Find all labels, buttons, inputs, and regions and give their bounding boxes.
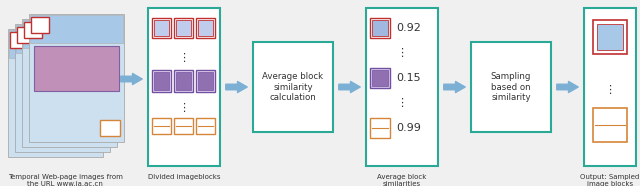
Bar [196, 70, 215, 92]
Bar [174, 18, 193, 38]
Bar [9, 30, 102, 58]
Text: Average block
similarities: Average block similarities [378, 174, 427, 186]
FancyArrowPatch shape [444, 81, 465, 93]
Bar [100, 120, 120, 136]
Text: ⋮: ⋮ [179, 53, 189, 63]
Bar [597, 24, 623, 50]
Bar [17, 27, 35, 43]
Text: Average block
similarity
calculation: Average block similarity calculation [262, 72, 324, 102]
Bar [471, 42, 551, 132]
Bar [370, 118, 390, 138]
Text: Temporal Web-page images from
the URL www.ia.ac.cn: Temporal Web-page images from the URL ww… [8, 174, 122, 186]
Bar [593, 20, 627, 54]
Bar [148, 8, 220, 166]
Bar [253, 42, 333, 132]
FancyArrowPatch shape [121, 73, 142, 85]
Bar [196, 18, 215, 38]
Bar [198, 20, 212, 36]
Bar [593, 108, 627, 142]
Bar [174, 70, 193, 92]
Bar [154, 20, 169, 36]
Bar [31, 17, 49, 33]
Bar [24, 22, 42, 38]
Bar [372, 20, 388, 36]
Text: ⋮: ⋮ [604, 85, 616, 95]
Text: 0.99: 0.99 [396, 123, 421, 133]
Text: Sampling
based on
similarity: Sampling based on similarity [491, 72, 531, 102]
FancyArrowPatch shape [557, 81, 578, 93]
Bar [372, 70, 388, 86]
Bar [196, 118, 215, 134]
Bar [176, 72, 191, 90]
Bar [152, 18, 171, 38]
Bar [176, 20, 191, 36]
Text: Output: Sampled
image blocks: Output: Sampled image blocks [580, 174, 639, 186]
Bar [29, 14, 124, 142]
Bar [198, 72, 213, 90]
Text: 0.15: 0.15 [396, 73, 420, 83]
Bar [154, 72, 169, 90]
FancyArrowPatch shape [339, 81, 360, 93]
Bar [8, 29, 103, 157]
FancyArrowPatch shape [226, 81, 247, 93]
Bar [370, 18, 390, 38]
Bar [152, 70, 171, 92]
Bar [174, 118, 193, 134]
Bar [152, 118, 171, 134]
Text: 0.92: 0.92 [396, 23, 421, 33]
Bar [30, 15, 123, 43]
Text: ⋮: ⋮ [396, 98, 408, 108]
Bar [370, 68, 390, 88]
Bar [10, 32, 28, 48]
Text: Divided imageblocks: Divided imageblocks [148, 174, 220, 180]
Bar [15, 24, 110, 152]
Text: ⋮: ⋮ [179, 103, 189, 113]
Bar [22, 19, 117, 147]
Text: ⋮: ⋮ [396, 48, 408, 58]
Bar [584, 8, 636, 166]
Bar [366, 8, 438, 166]
Bar [23, 20, 116, 48]
Bar [16, 25, 109, 53]
Bar [34, 46, 119, 91]
